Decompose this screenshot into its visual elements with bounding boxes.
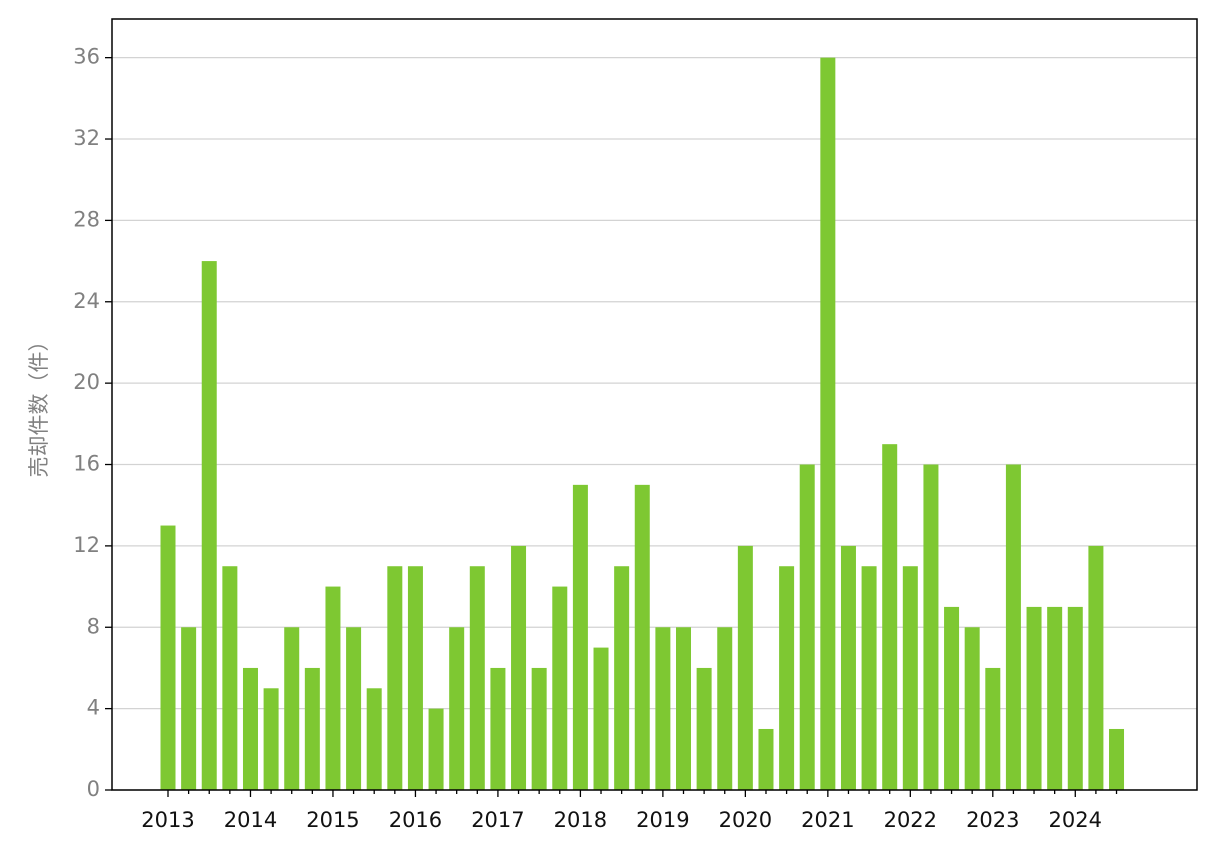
bar: [490, 667, 506, 790]
bar: [593, 647, 609, 790]
bar: [304, 667, 320, 790]
bar: [696, 667, 712, 790]
bar: [799, 464, 815, 790]
y-tick-label: 36: [73, 45, 100, 69]
bar: [449, 627, 465, 790]
bar: [758, 728, 774, 790]
bar: [820, 57, 836, 790]
x-tick-label: 2024: [1049, 808, 1102, 832]
bar: [428, 708, 444, 790]
bar: [181, 627, 197, 790]
bar: [1005, 464, 1021, 790]
y-tick-label: 24: [73, 289, 100, 313]
bar: [1047, 606, 1063, 790]
bar: [531, 667, 547, 790]
bar: [1088, 545, 1104, 790]
bar: [572, 484, 588, 790]
bar: [840, 545, 856, 790]
bar: [263, 688, 279, 790]
bar: [1067, 606, 1083, 790]
bar: [944, 606, 960, 790]
y-tick-label: 12: [73, 533, 100, 557]
bar: [614, 566, 630, 790]
y-tick-label: 16: [73, 452, 100, 476]
y-tick-label: 8: [87, 614, 100, 638]
y-tick-label: 20: [73, 370, 100, 394]
bar: [1026, 606, 1042, 790]
bar: [222, 566, 238, 790]
bar: [779, 566, 795, 790]
bar: [511, 545, 527, 790]
x-tick-label: 2015: [306, 808, 359, 832]
bar: [469, 566, 485, 790]
x-tick-label: 2014: [224, 808, 277, 832]
bar: [717, 627, 733, 790]
bar: [861, 566, 877, 790]
y-tick-label: 4: [87, 696, 100, 720]
bar: [634, 484, 650, 790]
bar: [552, 586, 568, 790]
bar: [387, 566, 403, 790]
bar: [242, 667, 258, 790]
x-tick-label: 2021: [801, 808, 854, 832]
bar: [201, 261, 217, 790]
bar: [1109, 728, 1125, 790]
x-tick-label: 2022: [884, 808, 937, 832]
x-tick-label: 2023: [966, 808, 1019, 832]
y-axis-label: 売却件数（件）: [27, 331, 51, 478]
x-tick-label: 2020: [719, 808, 772, 832]
x-tick-label: 2016: [389, 808, 442, 832]
bar: [160, 525, 176, 790]
x-tick-label: 2013: [141, 808, 194, 832]
plot-frame: [111, 18, 1198, 791]
bar: [676, 627, 691, 790]
y-tick-label: 28: [73, 207, 100, 231]
bar: [366, 688, 382, 790]
bar: [284, 627, 300, 790]
bar: [985, 667, 1001, 790]
bar: [325, 586, 341, 790]
bar: [964, 627, 980, 790]
bar: [902, 566, 918, 790]
bar: [737, 545, 753, 790]
y-tick-label: 0: [87, 777, 100, 801]
y-tick-label: 32: [73, 126, 100, 150]
bar: [882, 444, 898, 790]
x-tick-label: 2017: [471, 808, 524, 832]
bar: [407, 566, 423, 790]
bar: [346, 627, 362, 790]
bar: [655, 627, 671, 790]
x-tick-label: 2018: [554, 808, 607, 832]
bar: [923, 464, 939, 790]
x-tick-label: 2019: [636, 808, 689, 832]
